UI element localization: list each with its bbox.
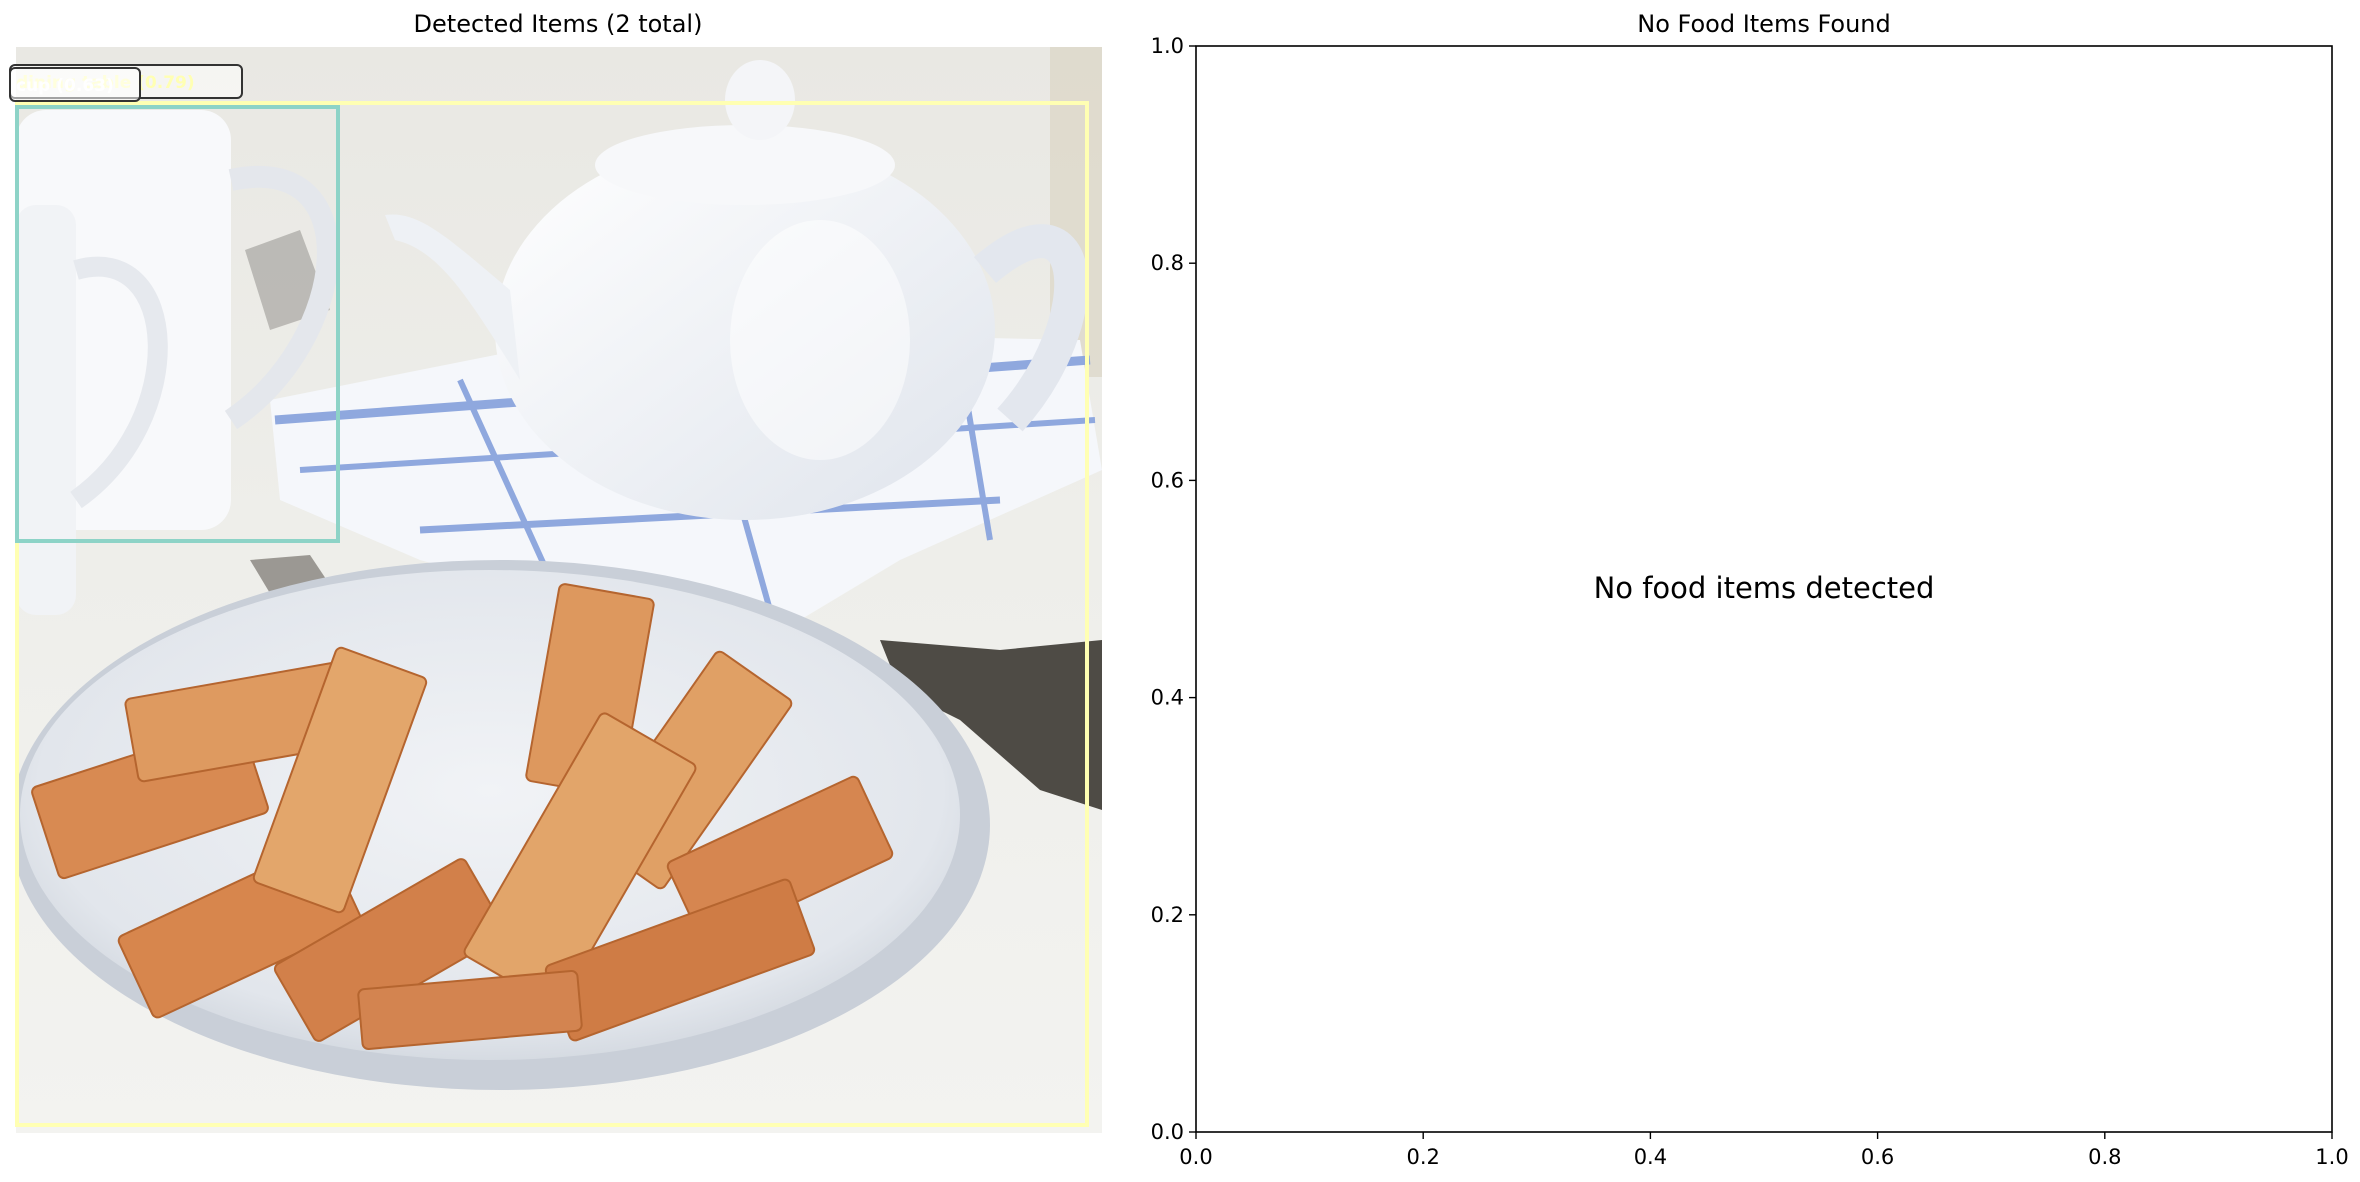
left-panel-title: Detected Items (2 total)	[413, 10, 703, 38]
detection-box-cup	[15, 105, 340, 543]
y-tick-label: 0.0	[1151, 1120, 1184, 1144]
y-tick-label: 0.4	[1151, 686, 1184, 710]
mugs	[16, 110, 339, 615]
detection-label-text-cup: cup (0.63)	[16, 76, 114, 96]
y-tick-label: 1.0	[1151, 34, 1184, 58]
teapot	[385, 60, 1089, 520]
plot-area-frame	[1195, 45, 2333, 1133]
x-tick-label: 0.0	[1179, 1145, 1212, 1169]
food-photo	[16, 47, 1102, 1133]
y-axis: 0.0 0.2 0.4 0.6 0.8 1.0	[1151, 34, 1196, 1144]
right-panel-title: No Food Items Found	[1637, 10, 1891, 38]
y-tick-label: 0.8	[1151, 251, 1184, 275]
detection-label-cup: cup (0.63)	[9, 67, 141, 102]
detection-box-dining-table	[15, 101, 1089, 1127]
x-tick-label: 0.2	[1406, 1145, 1439, 1169]
y-tick-label: 0.2	[1151, 903, 1184, 927]
y-tick-label: 0.6	[1151, 468, 1184, 492]
x-tick-label: 1.0	[2315, 1145, 2348, 1169]
crackers	[31, 583, 894, 1050]
no-data-message: No food items detected	[1594, 571, 1935, 605]
x-tick-label: 0.4	[1634, 1145, 1667, 1169]
x-tick-label: 0.8	[2088, 1145, 2121, 1169]
x-axis: 0.0 0.2 0.4 0.6 0.8 1.0	[1179, 1132, 2349, 1169]
x-tick-label: 0.6	[1861, 1145, 1894, 1169]
